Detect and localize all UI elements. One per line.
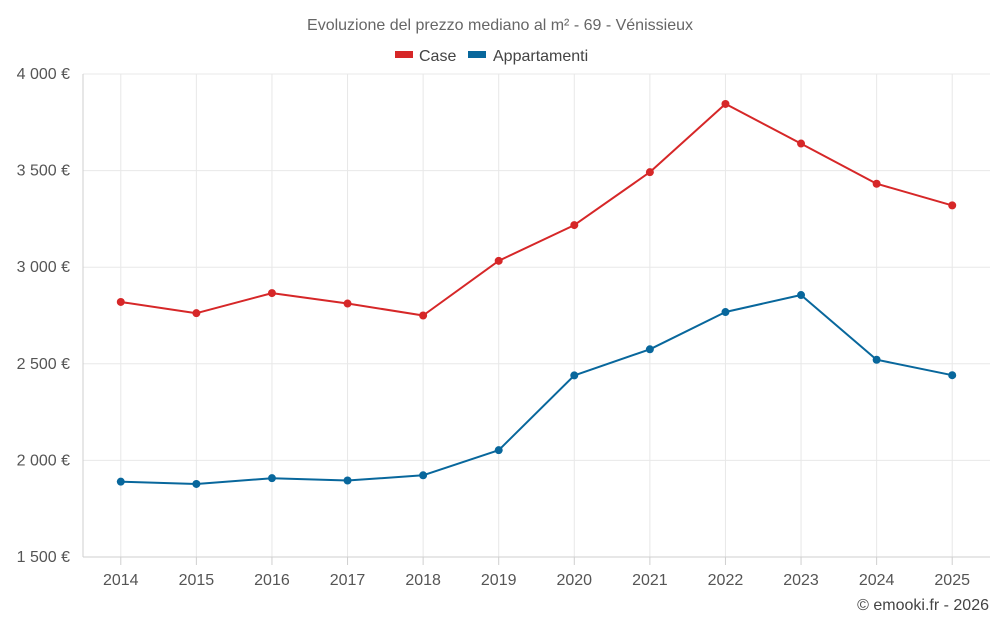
series-line-case <box>120 102 953 317</box>
data-point-case[interactable] <box>494 256 503 265</box>
legend-swatch-case <box>395 51 413 58</box>
data-point-appartamenti[interactable] <box>570 371 579 380</box>
credit-text: © emooki.fr - 2026 <box>857 597 989 614</box>
data-point-appartamenti[interactable] <box>797 291 806 300</box>
x-tick-label: 2015 <box>179 572 215 589</box>
x-tick-label: 2023 <box>783 572 819 589</box>
data-point-case[interactable] <box>192 309 201 318</box>
x-tick-label: 2025 <box>934 572 970 589</box>
data-point-appartamenti[interactable] <box>645 345 654 354</box>
grid-layer: 1 500 € 2 000 € 2 500 € 3 000 € 3 500 € 4 000… <box>17 66 990 589</box>
y-tick-label: 3 000 € <box>17 259 70 276</box>
y-tick-label: 4 000 € <box>17 66 70 83</box>
data-point-case[interactable] <box>570 221 579 230</box>
data-point-appartamenti[interactable] <box>267 474 276 483</box>
x-tick-label: 2018 <box>405 572 441 589</box>
data-point-appartamenti[interactable] <box>872 355 881 364</box>
data-point-case[interactable] <box>721 99 730 108</box>
x-tick-label: 2020 <box>556 572 592 589</box>
legend-swatch-appartamenti <box>468 51 486 58</box>
x-tick-label: 2017 <box>330 572 366 589</box>
data-point-appartamenti[interactable] <box>948 371 957 380</box>
y-tick-label: 1 500 € <box>17 549 70 566</box>
data-point-case[interactable] <box>419 311 428 320</box>
series-line-appartamenti <box>120 294 953 485</box>
data-point-case[interactable] <box>267 289 276 298</box>
x-tick-label: 2024 <box>859 572 895 589</box>
data-point-case[interactable] <box>645 168 654 177</box>
y-tick-label: 2 500 € <box>17 356 70 373</box>
x-tick-label: 2016 <box>254 572 290 589</box>
chart-title: Evoluzione del prezzo mediano al m² - 69… <box>307 17 693 34</box>
legend: Case Appartamenti <box>395 48 588 65</box>
x-tick-label: 2019 <box>481 572 517 589</box>
data-point-appartamenti[interactable] <box>192 479 201 488</box>
y-tick-label: 2 000 € <box>17 452 70 469</box>
data-point-appartamenti[interactable] <box>419 471 428 480</box>
data-point-appartamenti[interactable] <box>343 476 352 485</box>
x-tick-label: 2021 <box>632 572 668 589</box>
data-point-case[interactable] <box>872 179 881 188</box>
data-point-appartamenti[interactable] <box>494 446 503 455</box>
data-point-case[interactable] <box>116 297 125 306</box>
series-layer <box>116 99 957 488</box>
legend-label-case[interactable]: Case <box>419 48 456 65</box>
y-tick-label: 3 500 € <box>17 163 70 180</box>
x-tick-label: 2022 <box>708 572 744 589</box>
x-tick-label: 2014 <box>103 572 139 589</box>
legend-label-appartamenti[interactable]: Appartamenti <box>493 48 588 65</box>
data-point-case[interactable] <box>343 299 352 308</box>
data-point-case[interactable] <box>948 201 957 210</box>
data-point-appartamenti[interactable] <box>116 477 125 486</box>
data-point-case[interactable] <box>797 139 806 148</box>
data-point-appartamenti[interactable] <box>721 308 730 317</box>
